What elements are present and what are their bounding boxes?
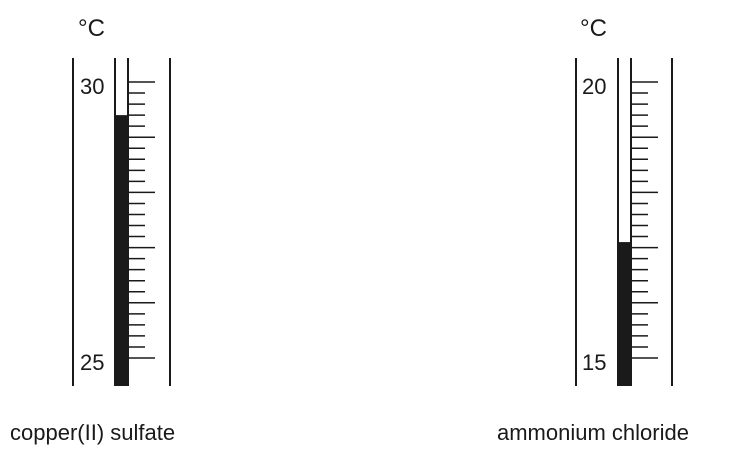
liquid-column [618,242,631,386]
tick-marks [631,81,658,359]
scale-bottom-label: 25 [80,350,104,375]
unit-label: °C [580,15,607,42]
scale-top-label: 20 [582,74,606,99]
caption-copper-sulfate: copper(II) sulfate [10,420,176,445]
scale-top-label: 30 [80,74,104,99]
caption-ammonium-chloride: ammonium chloride [497,420,689,445]
thermometer-copper-sulfate: °C 30 25 [72,15,171,387]
unit-label: °C [78,15,105,42]
tick-marks [128,81,155,359]
scale-bottom-label: 15 [582,350,606,375]
liquid-column [115,115,128,387]
thermometer-ammonium-chloride: °C 20 15 [575,15,673,386]
